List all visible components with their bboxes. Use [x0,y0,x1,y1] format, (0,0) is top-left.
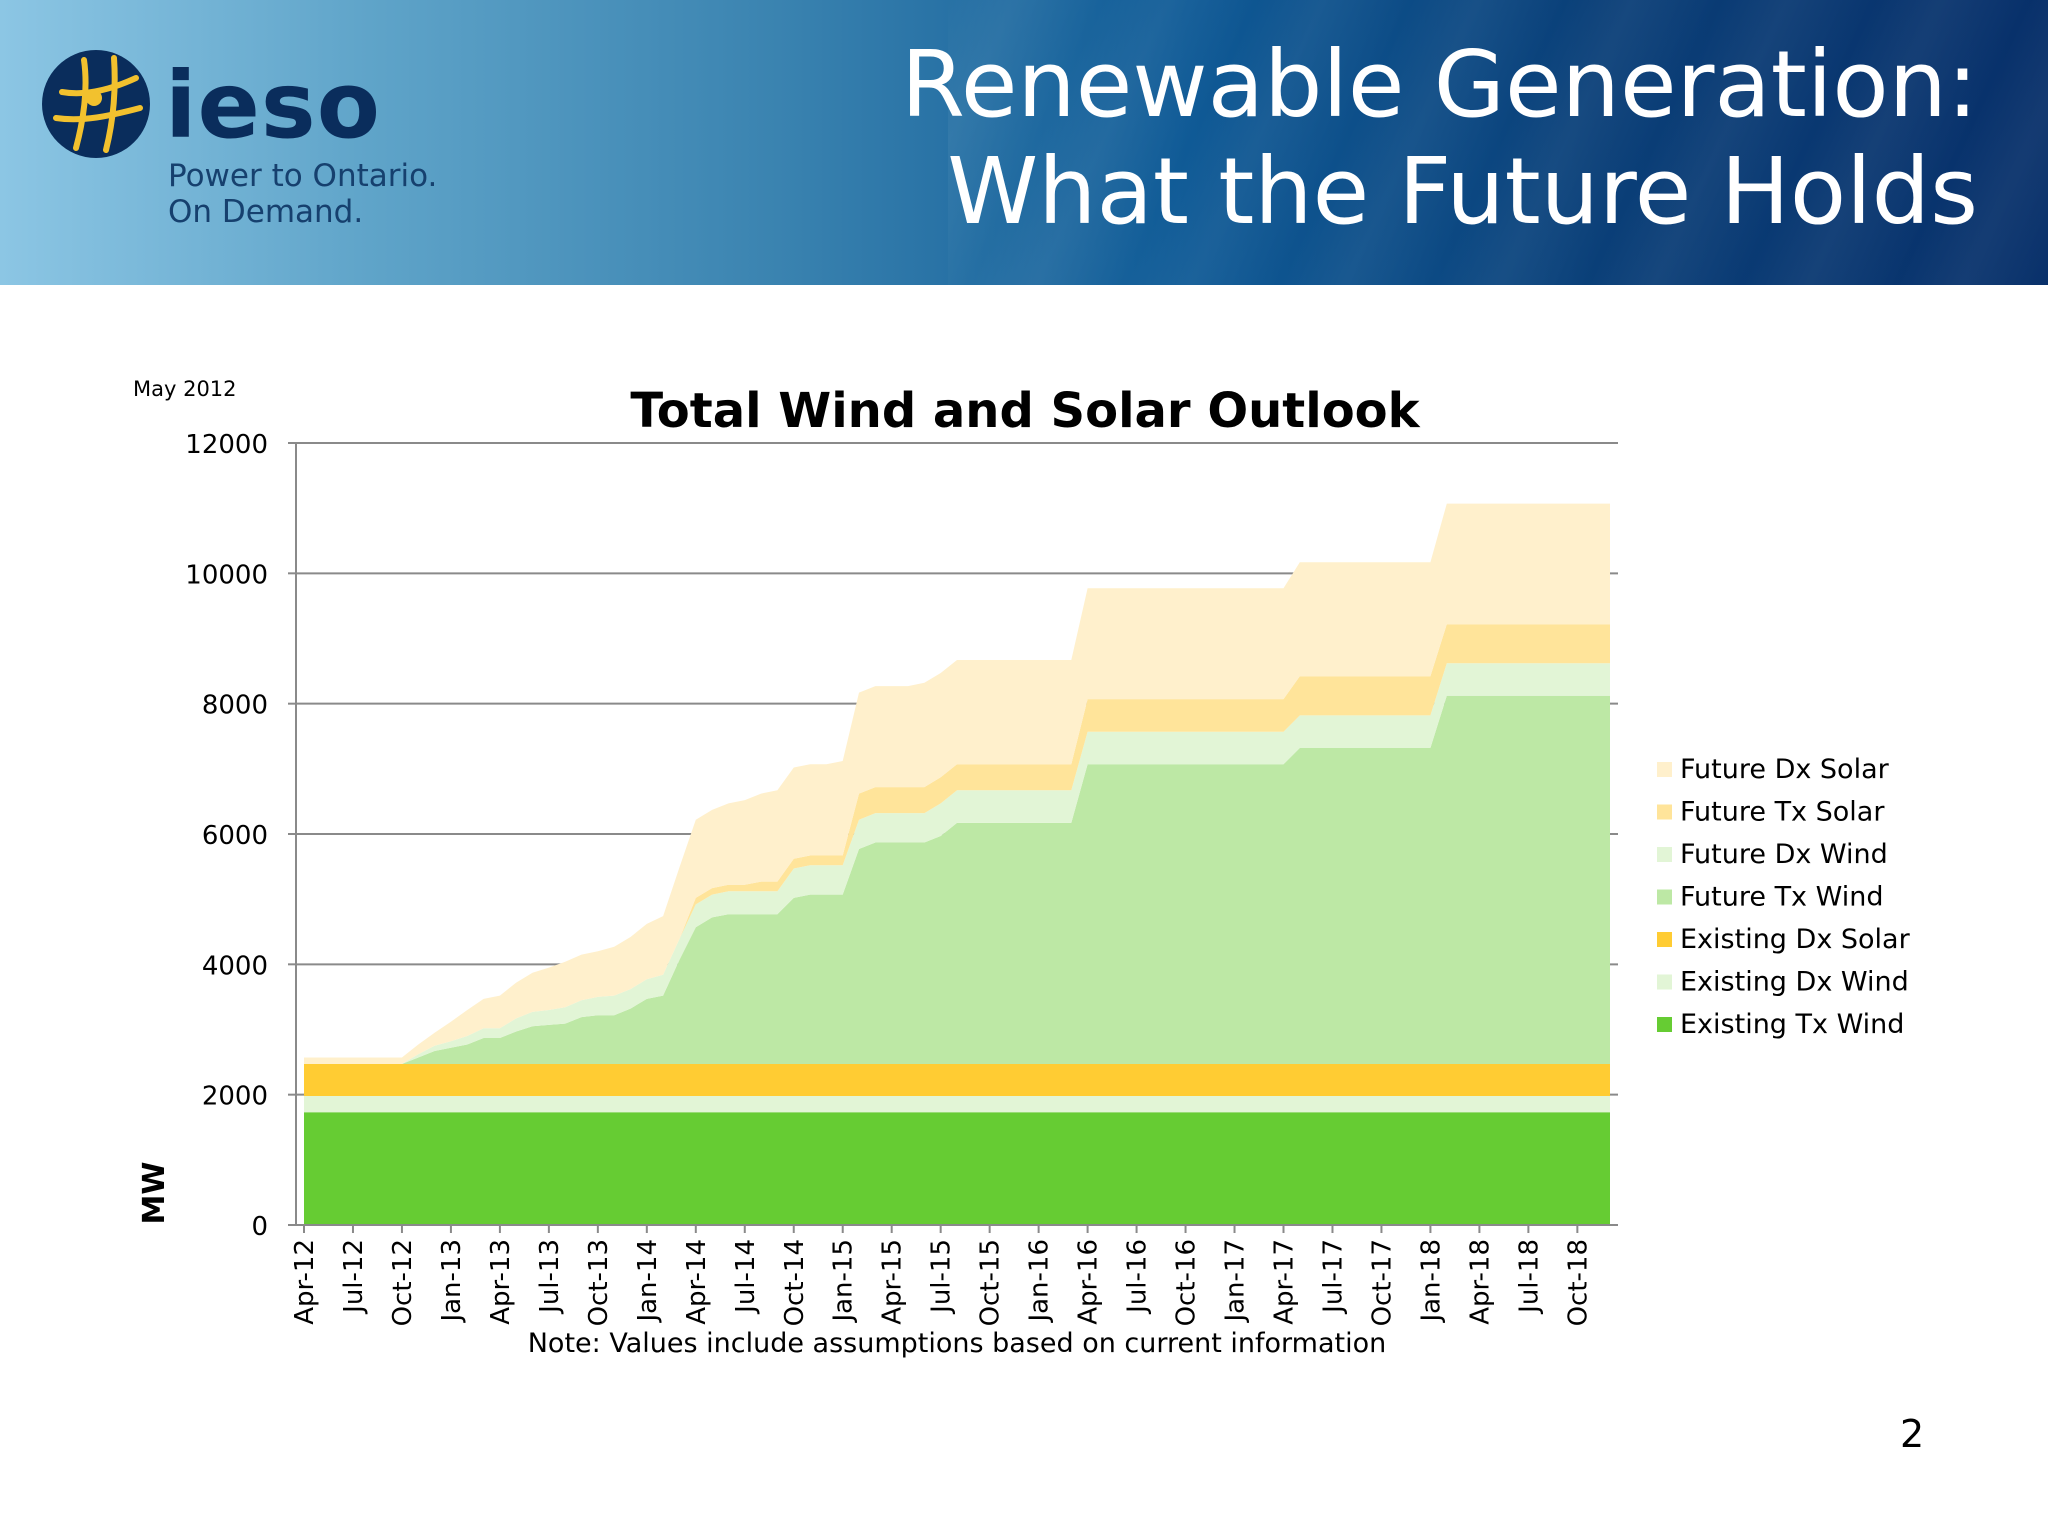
x-tick-label: Jan-15 [829,1239,859,1324]
header-decoration [948,0,2048,285]
legend-label: Future Tx Solar [1680,797,1885,828]
x-tick-label: Jul-14 [731,1239,761,1315]
x-tick-label: Jan-16 [1025,1239,1055,1324]
legend-swatch [1657,932,1672,947]
legend-swatch [1657,762,1672,777]
area-existing-dx-wind [304,1096,1610,1113]
x-tick-label: Oct-15 [976,1239,1006,1326]
tagline-line-1: Power to Ontario. [168,158,438,194]
y-tick-labels: 0 2000 4000 6000 8000 10000 12000 [185,430,268,1242]
x-tick-labels: Apr-12 Jul-12 Oct-12 Jan-13 Apr-13 Jul-13 Oct-… [290,1225,1593,1326]
ieso-logo-icon [42,50,150,158]
y-tick-label: 2000 [202,1082,268,1112]
x-tick-label: Jul-12 [339,1239,369,1315]
legend-swatch [1657,889,1672,905]
legend-label: Future Dx Solar [1680,754,1890,785]
legend-swatch [1657,804,1672,820]
x-tick-label: Oct-14 [780,1239,810,1326]
x-tick-label: Oct-13 [584,1239,614,1326]
x-tick-label: Oct-16 [1172,1239,1202,1326]
x-tick-label: Jul-16 [1123,1239,1153,1315]
y-tick-label: 0 [251,1212,268,1242]
legend: Future Dx Solar Future Tx Solar Future Dx … [1657,754,1911,1040]
y-tick-label: 6000 [202,821,268,851]
legend-label: Existing Dx Wind [1680,967,1909,998]
area-future-dx-solar [304,503,1610,1065]
x-tick-label: Jul-15 [927,1239,957,1315]
y-tick-label: 8000 [202,691,268,721]
legend-label: Future Tx Wind [1680,882,1883,913]
x-tick-label: Jan-17 [1221,1239,1251,1324]
slide-title-line-2: What the Future Holds [947,138,1978,245]
slide-header: ieso Power to Ontario. On Demand. Renewa… [0,0,2048,285]
legend-swatch [1657,974,1672,990]
area-future-dx-wind [304,663,1610,1064]
x-tick-label: Jan-18 [1416,1239,1446,1324]
legend-swatch [1657,1017,1672,1032]
x-tick-label: Jul-17 [1319,1239,1349,1315]
ieso-logo-text: ieso [165,52,381,159]
y-tick-label: 12000 [185,430,268,460]
legend-label: Existing Tx Wind [1680,1009,1904,1040]
x-tick-label: Oct-12 [388,1239,418,1326]
x-tick-label: Jul-13 [535,1239,565,1315]
page-number: 2 [1900,1412,1925,1456]
chart-note: Note: Values include assumptions based o… [528,1328,1387,1359]
tagline-line-2: On Demand. [168,194,364,230]
x-tick-label: Apr-12 [290,1239,320,1325]
wind-solar-outlook-chart: Total Wind and Solar Outlook 0 2000 4000 60… [137,383,1911,1359]
legend-label: Existing Dx Solar [1680,924,1911,955]
x-tick-label: Oct-18 [1563,1239,1593,1326]
stacked-areas [304,503,1610,1225]
area-existing-dx-solar [304,1064,1610,1096]
x-tick-label: Apr-15 [878,1239,908,1325]
x-tick-label: Apr-14 [682,1239,712,1325]
area-existing-tx-wind [304,1112,1610,1225]
x-tick-label: Apr-18 [1465,1239,1495,1325]
x-tick-label: Jul-18 [1514,1239,1544,1315]
x-tick-label: Apr-17 [1270,1239,1300,1325]
x-tick-label: Apr-16 [1074,1239,1104,1325]
x-tick-label: Jan-14 [633,1239,663,1324]
y-tick-label: 4000 [202,951,268,981]
legend-swatch [1657,847,1672,862]
area-future-tx-wind [304,695,1610,1064]
y-axis-label: MW [137,1162,172,1225]
legend-label: Future Dx Wind [1680,839,1888,870]
slide-title-line-1: Renewable Generation: [901,31,1978,138]
x-tick-label: Oct-17 [1368,1239,1398,1326]
y-tick-label: 10000 [185,560,268,590]
chart-title: Total Wind and Solar Outlook [630,383,1420,439]
date-note: May 2012 [133,377,237,401]
axes [295,443,1618,1226]
x-tick-label: Jan-13 [437,1239,467,1324]
x-tick-label: Apr-13 [486,1239,516,1325]
